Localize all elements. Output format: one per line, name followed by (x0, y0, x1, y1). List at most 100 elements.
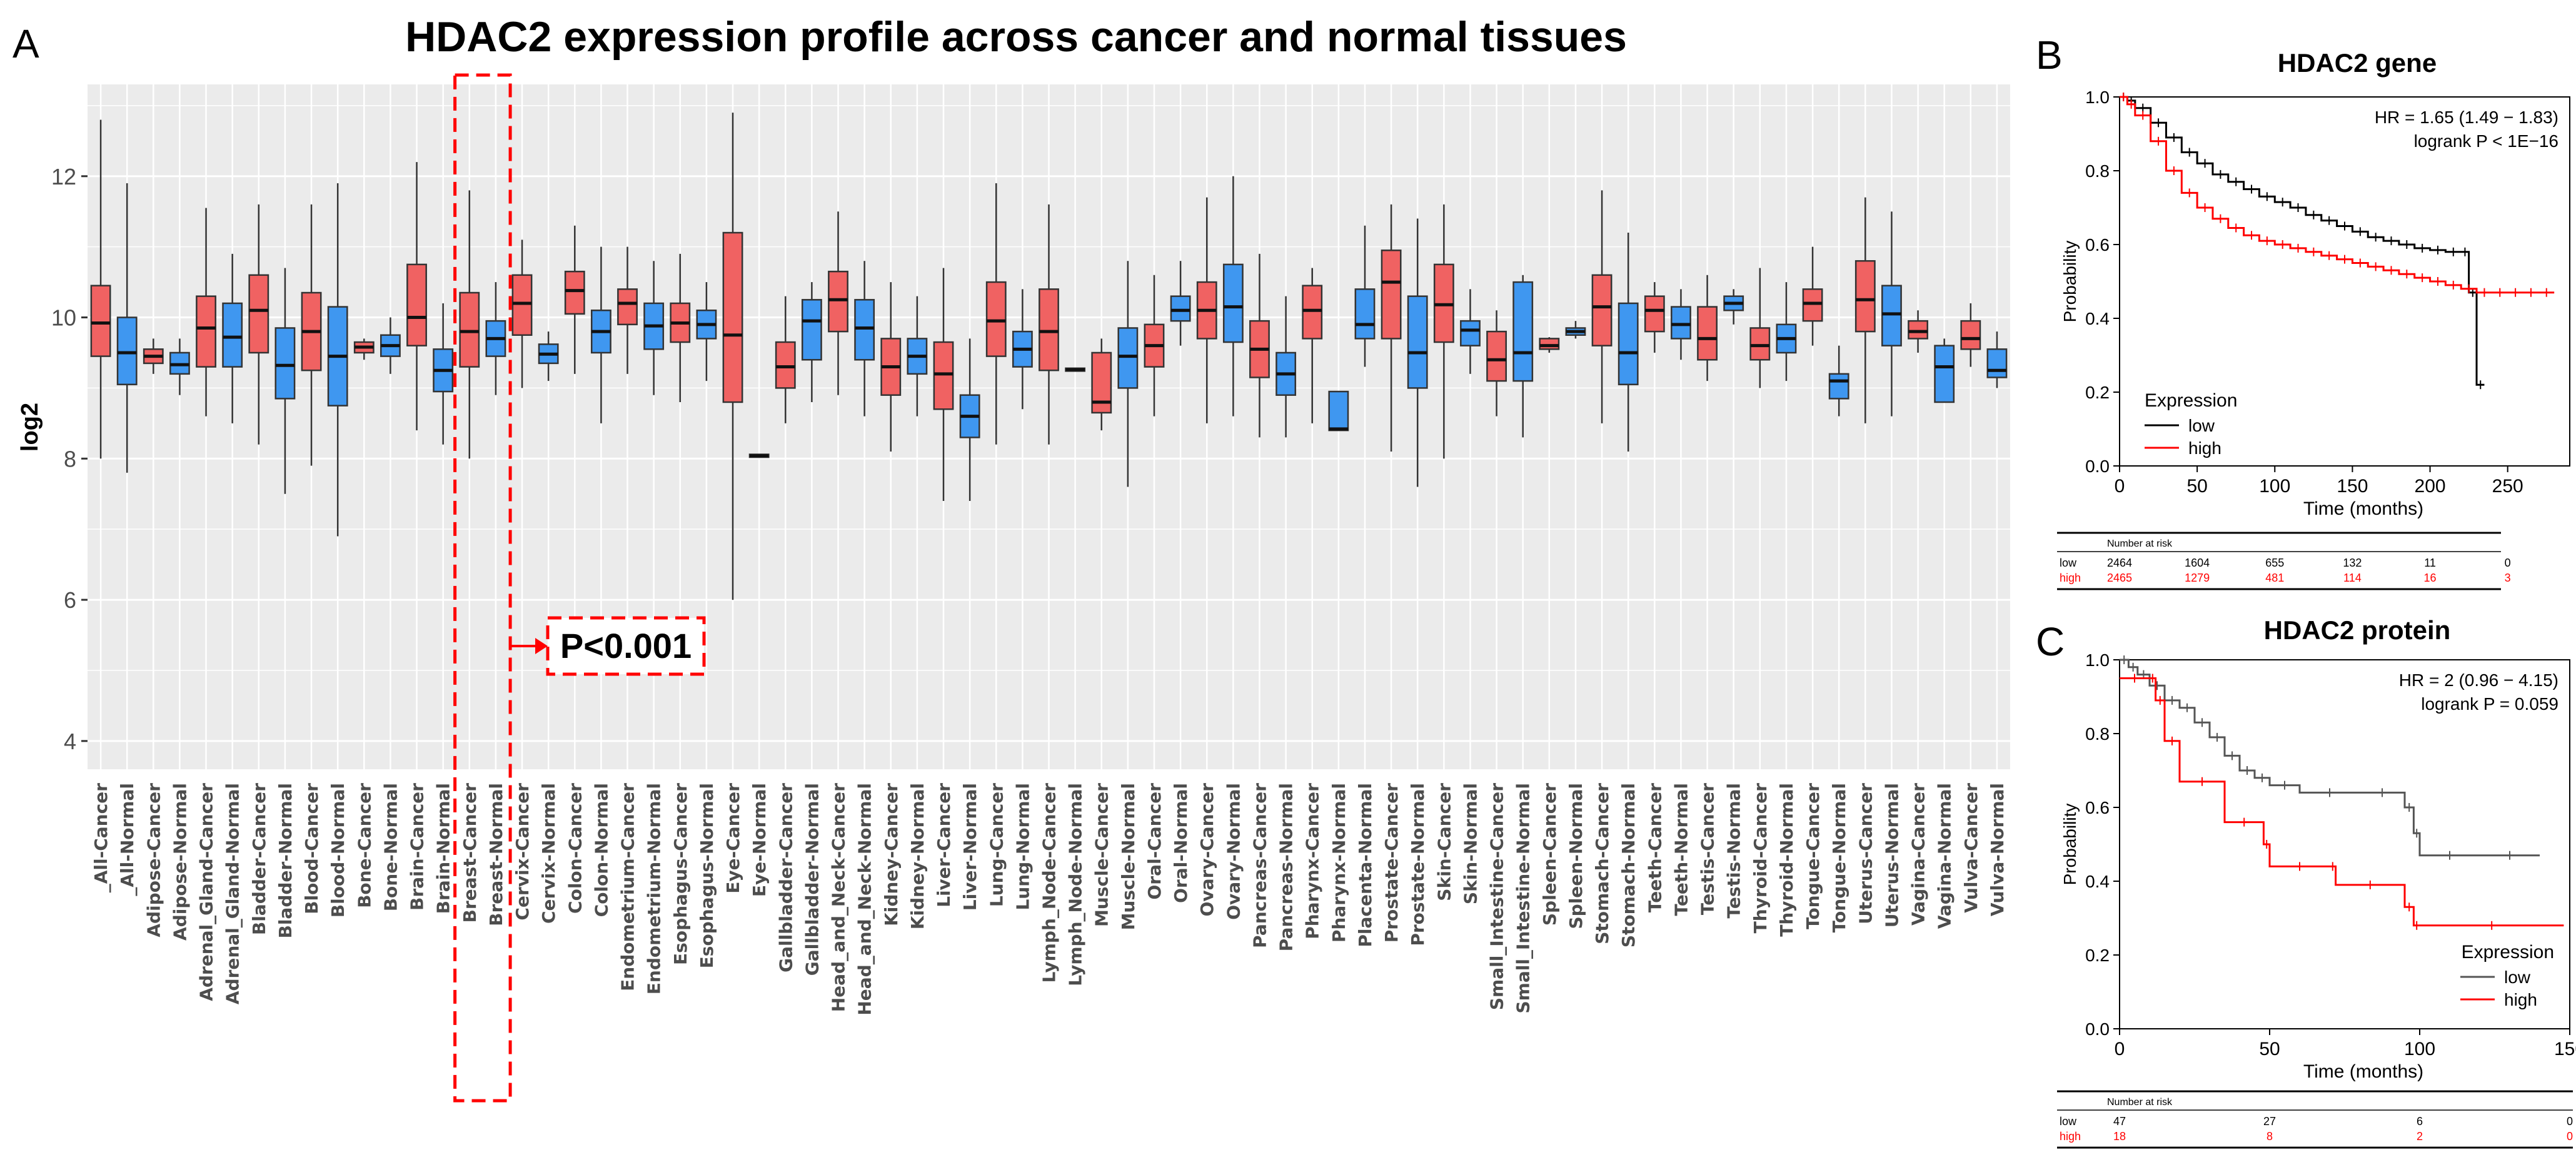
box-body (1539, 338, 1560, 350)
box-vagina-cancer (1908, 310, 1928, 353)
box-body (1117, 327, 1139, 389)
category-label: Kidney-Cancer (881, 783, 902, 926)
risk-cell: 2465 (2107, 572, 2132, 584)
km-y-axis-label: Probability (2060, 241, 2080, 323)
category-label: Lymph_Node-Cancer (1039, 783, 1060, 983)
box-body (1354, 288, 1376, 340)
box-body (196, 295, 216, 368)
box-breast-normal (485, 282, 506, 395)
box-pharynx-normal (1328, 390, 1349, 432)
category-label: Pancreas-Normal (1276, 783, 1297, 951)
box-body (1671, 306, 1691, 340)
category-label: Stomach-Cancer (1592, 783, 1613, 944)
box-lung-normal (1012, 289, 1033, 410)
box-body (854, 299, 875, 361)
box-body (1091, 351, 1112, 414)
box-bladder-normal (274, 268, 296, 494)
km-plot-frame (2119, 96, 2570, 467)
risk-row-label: low (2060, 1115, 2077, 1128)
category-label: Tongue-Cancer (1803, 783, 1823, 929)
km-censor-ticks-high (2134, 674, 2493, 930)
km-title: HDAC2 protein (2264, 615, 2451, 645)
km-y-tick-label: 0.0 (2085, 1019, 2110, 1039)
box-body (1618, 302, 1639, 386)
category-label: Testis-Cancer (1698, 783, 1718, 915)
risk-cell: 0 (2505, 557, 2511, 569)
box-testis-normal (1723, 289, 1744, 325)
y-tick-label: 4 (64, 729, 76, 754)
km-x-axis-label: Time (months) (2303, 1061, 2423, 1082)
km-y-tick-label: 0.8 (2085, 161, 2110, 181)
risk-cell: 6 (2417, 1115, 2423, 1128)
box-body (511, 274, 533, 336)
box-lymph_node-normal (1065, 367, 1086, 372)
km-legend-label: high (2504, 990, 2537, 1009)
panel-label-a: A (13, 21, 39, 66)
km-x-tick-label: 150 (2337, 476, 2368, 497)
risk-row-label: high (2060, 572, 2081, 584)
km-censor-ticks-high (2123, 93, 2547, 297)
box-body (1328, 390, 1349, 432)
km-p-text: logrank P = 0.059 (2421, 694, 2558, 714)
box-cervix-cancer (511, 240, 533, 388)
risk-cell: 18 (2113, 1130, 2126, 1143)
km-p-text: logrank P < 1E−16 (2414, 131, 2558, 151)
box-_all-cancer (90, 119, 111, 459)
category-label: Vulva-Normal (1987, 783, 2008, 916)
km-x-tick-label: 150 (2554, 1039, 2576, 1059)
risk-cell: 2464 (2107, 557, 2132, 569)
box-body (116, 316, 138, 386)
box-body (564, 270, 585, 315)
category-label: Head_and_Neck-Normal (855, 783, 875, 1016)
box-body (274, 327, 296, 400)
box-cervix-normal (538, 331, 559, 381)
km-title: HDAC2 gene (2278, 48, 2437, 78)
km-curve-high (2120, 677, 2564, 927)
box-small_intestine-normal (1512, 275, 1534, 438)
box-head_and_neck-normal (854, 261, 875, 417)
risk-cell: 0 (2567, 1115, 2573, 1128)
category-label: Pancreas-Cancer (1249, 783, 1270, 948)
box-prostate-normal (1407, 218, 1428, 487)
category-label: Pharynx-Cancer (1302, 783, 1323, 939)
category-label: Liver-Cancer (933, 783, 954, 907)
category-label: Blood-Cancer (301, 783, 322, 914)
km-y-tick-label: 0.2 (2085, 383, 2110, 402)
category-label: Uterus-Normal (1881, 783, 1902, 927)
category-label: Tongue-Normal (1829, 783, 1849, 932)
category-label: Cervix-Normal (538, 783, 559, 924)
box-endometrium-normal (643, 261, 665, 395)
km-y-tick-label: 0.2 (2085, 946, 2110, 965)
box-body (406, 263, 427, 346)
category-label: Spleen-Normal (1566, 783, 1586, 929)
category-label: Adrenal_Gland-Normal (223, 783, 243, 1004)
category-label: Esophagus-Normal (697, 783, 717, 968)
category-label: Cervix-Cancer (512, 783, 533, 921)
category-label: Teeth-Cancer (1644, 783, 1665, 912)
box-vagina-normal (1934, 338, 1955, 403)
box-adipose-normal (169, 338, 190, 395)
category-label: Adipose-Normal (169, 783, 190, 941)
km-y-tick-label: 0.0 (2085, 457, 2110, 476)
km-x-tick-label: 50 (2186, 476, 2207, 497)
km-y-tick-label: 0.4 (2085, 309, 2110, 328)
risk-cell: 0 (2567, 1130, 2573, 1143)
box-body (1460, 320, 1481, 346)
risk-row-label: low (2060, 557, 2077, 569)
box-thyroid-normal (1776, 282, 1797, 381)
box-ovary-normal (1222, 176, 1244, 417)
category-label: Brain-Normal (433, 783, 454, 914)
km-x-tick-label: 0 (2115, 1039, 2125, 1059)
box-tongue-normal (1828, 345, 1849, 417)
category-label: Oral-Normal (1170, 783, 1191, 903)
box-kidney-normal (907, 296, 928, 417)
category-label: Liver-Normal (960, 783, 980, 911)
category-label: Pharynx-Normal (1329, 783, 1349, 942)
category-label: Esophagus-Cancer (670, 783, 691, 965)
category-label: _All-Cancer (91, 783, 111, 892)
boxplot-chart: HDAC2 expression profile across cancer a… (17, 13, 2010, 1103)
category-label: Gallbladder-Normal (802, 783, 822, 976)
km-legend-label: low (2188, 416, 2215, 435)
box-body (1828, 373, 1849, 400)
box-lymph_node-cancer (1039, 204, 1059, 445)
